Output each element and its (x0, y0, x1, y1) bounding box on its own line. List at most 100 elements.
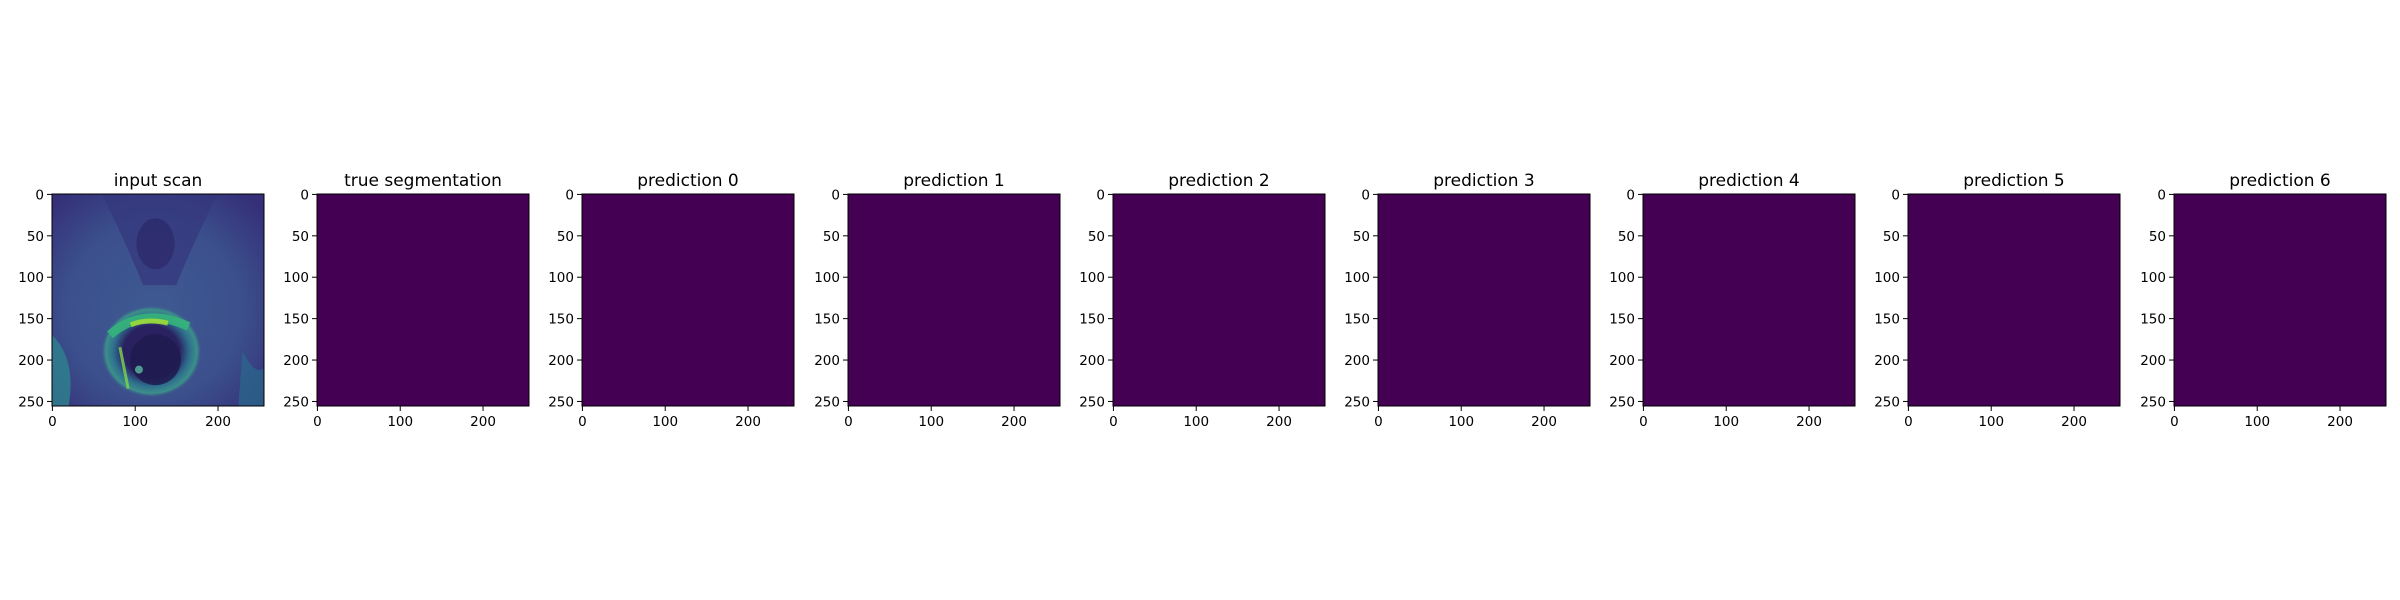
y-tick-label: 200 (2140, 353, 2166, 369)
panel-image (848, 194, 1060, 406)
y-tick-label: 150 (1079, 312, 1105, 328)
y-tick-label: 100 (1344, 270, 1370, 286)
x-tick-label: 0 (1639, 414, 1648, 430)
y-tick-label: 150 (18, 312, 44, 328)
y-tick-label: 50 (1883, 229, 1900, 245)
y-tick-label: 200 (1874, 353, 1900, 369)
y-tick-label: 100 (2140, 270, 2166, 286)
y-tick-label: 0 (1096, 187, 1105, 203)
y-tick-label: 0 (1891, 187, 1900, 203)
y-tick-label: 250 (1344, 394, 1370, 410)
axes-frame (1112, 193, 1326, 407)
panel-5: prediction 3 0 100 200 0 50 100 150 200 250 (1344, 171, 1591, 430)
x-tick-label: 200 (1531, 414, 1557, 430)
y-tick-label: 200 (548, 353, 574, 369)
axes-frame (51, 193, 265, 407)
x-tick-label: 100 (2244, 414, 2270, 430)
x-tick-label: 100 (1183, 414, 1209, 430)
x-tick-label: 200 (735, 414, 761, 430)
y-tick-label: 150 (1344, 312, 1370, 328)
axes-frame (581, 193, 795, 407)
y-tick-label: 0 (1626, 187, 1635, 203)
panel-3: prediction 1 0 100 200 0 50 100 150 200 250 (814, 171, 1061, 430)
y-tick-label: 0 (35, 187, 44, 203)
y-tick-label: 150 (548, 312, 574, 328)
x-tick-label: 100 (122, 414, 148, 430)
y-tick-label: 250 (1609, 394, 1635, 410)
x-tick-label: 100 (918, 414, 944, 430)
panel-title: prediction 0 (637, 171, 739, 191)
panel-title: prediction 5 (1963, 171, 2065, 191)
axes-frame (847, 193, 1061, 407)
y-tick-label: 100 (548, 270, 574, 286)
y-tick-label: 50 (1353, 229, 1370, 245)
y-tick-label: 250 (548, 394, 574, 410)
axes-frame (316, 193, 530, 407)
panel-title: input scan (114, 171, 203, 191)
axes-frame (2173, 193, 2387, 407)
scan-dark-core (130, 334, 181, 386)
y-tick-label: 50 (823, 229, 840, 245)
scan-highlight (134, 365, 143, 374)
y-tick-label: 150 (2140, 312, 2166, 328)
x-tick-label: 200 (1796, 414, 1822, 430)
y-tick-label: 150 (1609, 312, 1635, 328)
panel-title: prediction 6 (2229, 171, 2331, 191)
y-tick-label: 0 (831, 187, 840, 203)
x-tick-label: 100 (1978, 414, 2004, 430)
panel-title: true segmentation (344, 171, 502, 191)
scan-structure (238, 351, 264, 406)
y-tick-label: 250 (1874, 394, 1900, 410)
y-tick-label: 50 (27, 229, 44, 245)
x-tick-label: 100 (652, 414, 678, 430)
y-tick-label: 200 (1079, 353, 1105, 369)
y-tick-label: 200 (1609, 353, 1635, 369)
scan-highlight (118, 346, 130, 389)
x-tick-label: 100 (1713, 414, 1739, 430)
y-tick-label: 100 (283, 270, 309, 286)
x-tick-label: 100 (387, 414, 413, 430)
axes-frame (1907, 193, 2121, 407)
x-tick-label: 0 (1374, 414, 1383, 430)
x-tick-label: 100 (1448, 414, 1474, 430)
y-tick-label: 250 (2140, 394, 2166, 410)
x-tick-label: 0 (313, 414, 322, 430)
panel-2: prediction 0 0 100 200 0 50 100 150 200 250 (548, 171, 795, 430)
x-tick-label: 0 (48, 414, 57, 430)
y-tick-label: 50 (1618, 229, 1635, 245)
scan-structure (136, 218, 175, 270)
x-tick-label: 200 (2327, 414, 2353, 430)
y-tick-label: 100 (18, 270, 44, 286)
panel-0: input scan 0 100 200 0 50 100 150 200 250 (18, 171, 265, 430)
y-tick-label: 150 (283, 312, 309, 328)
y-tick-label: 50 (1088, 229, 1105, 245)
y-tick-label: 250 (18, 394, 44, 410)
panel-1: true segmentation 0 100 200 0 50 100 150 200 250 (283, 171, 530, 430)
x-tick-label: 0 (1109, 414, 1118, 430)
x-tick-label: 0 (578, 414, 587, 430)
y-tick-label: 100 (1609, 270, 1635, 286)
scan-structure (52, 334, 71, 406)
y-tick-label: 0 (2157, 187, 2166, 203)
y-tick-label: 0 (1361, 187, 1370, 203)
x-tick-label: 200 (470, 414, 496, 430)
x-tick-label: 200 (2061, 414, 2087, 430)
y-tick-label: 100 (1874, 270, 1900, 286)
panel-7: prediction 5 0 100 200 0 50 100 150 200 250 (1874, 171, 2121, 430)
y-tick-label: 100 (814, 270, 840, 286)
x-tick-label: 0 (844, 414, 853, 430)
y-tick-label: 150 (1874, 312, 1900, 328)
panel-8: prediction 6 0 100 200 0 50 100 150 200 250 (2140, 171, 2387, 430)
x-tick-label: 200 (1266, 414, 1292, 430)
x-tick-label: 200 (1001, 414, 1027, 430)
panel-title: prediction 2 (1168, 171, 1270, 191)
panel-image (1908, 194, 2120, 406)
y-tick-label: 250 (1079, 394, 1105, 410)
panel-title: prediction 3 (1433, 171, 1535, 191)
panel-image (2174, 194, 2386, 406)
y-tick-label: 0 (565, 187, 574, 203)
y-tick-label: 100 (1079, 270, 1105, 286)
y-tick-label: 250 (814, 394, 840, 410)
y-tick-label: 50 (557, 229, 574, 245)
